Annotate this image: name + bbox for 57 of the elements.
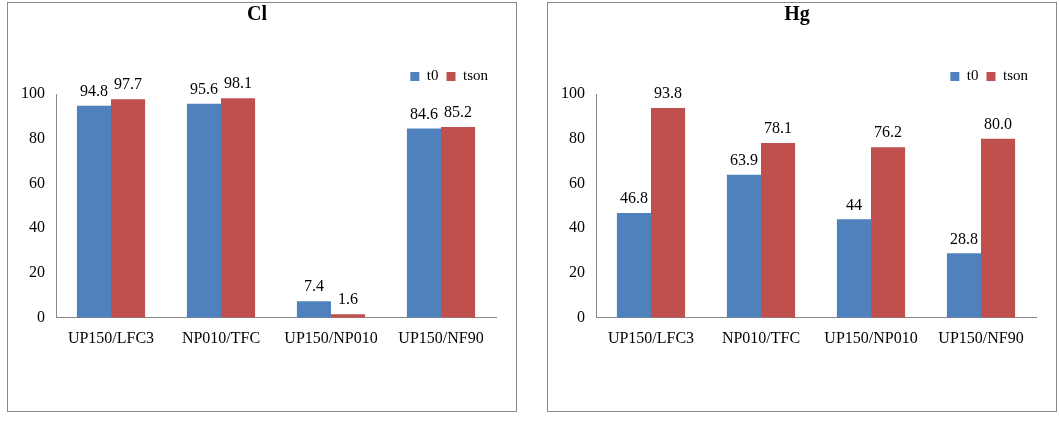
data-label: 46.8 <box>619 189 648 207</box>
x-tick-label: UP150/LFC3 <box>607 328 695 346</box>
y-tick-label: 60 <box>29 173 45 191</box>
bar <box>221 98 256 318</box>
bar <box>871 147 906 318</box>
bar <box>441 127 476 318</box>
bar <box>946 253 981 318</box>
x-tick-label: UP150/NF90 <box>938 328 1024 346</box>
data-label: 85.2 <box>444 103 473 121</box>
bar <box>616 213 651 318</box>
legend-label: t0 <box>966 67 979 84</box>
chart-title: Hg <box>784 2 810 26</box>
data-label: 76.2 <box>874 123 903 141</box>
bar <box>726 174 761 318</box>
data-label: 97.7 <box>114 75 143 93</box>
data-label: 95.6 <box>189 80 218 98</box>
data-label: 80.0 <box>984 114 1013 132</box>
x-tick-label: UP150/NF90 <box>398 328 484 346</box>
data-label: 44 <box>845 195 862 213</box>
x-tick-label: NP010/TFC <box>721 328 801 346</box>
bar <box>981 138 1016 318</box>
bar <box>186 103 221 318</box>
data-label: 98.1 <box>224 74 253 92</box>
y-tick-label: 20 <box>569 263 585 281</box>
bar <box>761 143 796 318</box>
data-label: 63.9 <box>729 150 758 168</box>
data-label: 1.6 <box>338 290 359 308</box>
y-tick-label: 100 <box>21 84 45 102</box>
y-tick-label: 60 <box>569 173 585 191</box>
data-label: 94.8 <box>79 81 108 99</box>
x-tick-label: NP010/TFC <box>181 328 261 346</box>
bar <box>836 219 871 318</box>
bar <box>111 99 146 318</box>
data-label: 7.4 <box>303 277 324 295</box>
y-tick-label: 0 <box>577 308 585 325</box>
y-tick-label: 40 <box>569 218 585 236</box>
bar <box>651 107 686 318</box>
y-tick-label: 80 <box>569 128 585 146</box>
y-tick-label: 0 <box>37 308 45 325</box>
chart-title: Cl <box>247 2 268 25</box>
x-tick-label: UP150/NP010 <box>824 328 918 346</box>
bar <box>406 128 441 318</box>
legend-label: tson <box>1003 67 1029 84</box>
bar <box>296 301 331 318</box>
y-tick-label: 40 <box>29 218 45 236</box>
bar <box>76 105 111 318</box>
x-tick-label: UP150/LFC3 <box>67 328 155 346</box>
data-label: 84.6 <box>409 104 438 122</box>
y-tick-label: 100 <box>561 84 585 102</box>
legend-label: t0 <box>426 67 439 84</box>
data-label: 93.8 <box>654 84 683 102</box>
y-tick-label: 80 <box>29 128 45 146</box>
y-tick-label: 20 <box>29 263 45 281</box>
data-label: 28.8 <box>949 229 978 247</box>
data-label: 78.1 <box>764 119 793 137</box>
legend-label: tson <box>463 67 489 84</box>
x-tick-label: UP150/NP010 <box>284 328 378 346</box>
